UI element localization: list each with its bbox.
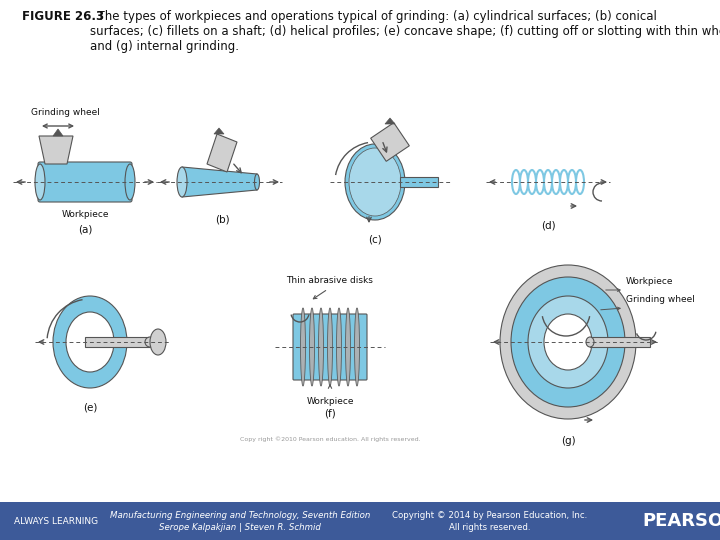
Bar (0, 502, 720, 540)
Ellipse shape (145, 337, 155, 347)
Ellipse shape (35, 164, 45, 200)
Bar (590, 337, 650, 347)
Polygon shape (53, 129, 63, 136)
Text: Serope Kalpakjian | Steven R. Schmid: Serope Kalpakjian | Steven R. Schmid (159, 523, 321, 531)
Ellipse shape (318, 308, 323, 386)
Ellipse shape (328, 308, 333, 386)
Text: Grinding wheel: Grinding wheel (626, 295, 695, 304)
Ellipse shape (177, 167, 187, 197)
Text: Copy right ©2010 Pearson education. All rights reserved.: Copy right ©2010 Pearson education. All … (240, 436, 420, 442)
Ellipse shape (310, 308, 315, 386)
Polygon shape (39, 136, 73, 164)
Text: (c): (c) (368, 234, 382, 244)
Text: The types of workpieces and operations typical of grinding: (a) cylindrical surf: The types of workpieces and operations t… (90, 10, 720, 53)
Ellipse shape (354, 308, 359, 386)
FancyBboxPatch shape (38, 162, 132, 202)
Text: Grinding wheel: Grinding wheel (30, 108, 99, 117)
Text: (d): (d) (541, 220, 555, 230)
Bar (85, 337, 150, 347)
Text: (e): (e) (83, 402, 97, 412)
Text: PEARSON: PEARSON (642, 512, 720, 530)
Bar (400, 177, 438, 187)
Polygon shape (371, 123, 410, 161)
Ellipse shape (349, 148, 401, 216)
Ellipse shape (511, 277, 625, 407)
Ellipse shape (254, 174, 259, 190)
Text: FIGURE 26.3: FIGURE 26.3 (22, 10, 104, 23)
Text: (b): (b) (215, 214, 229, 224)
Ellipse shape (53, 296, 127, 388)
Text: Workpiece: Workpiece (306, 397, 354, 406)
Ellipse shape (66, 312, 114, 372)
Ellipse shape (300, 308, 305, 386)
Ellipse shape (150, 329, 166, 355)
Polygon shape (207, 134, 237, 172)
Text: Copyright © 2014 by Pearson Education, Inc.: Copyright © 2014 by Pearson Education, I… (392, 511, 588, 521)
Polygon shape (385, 118, 395, 124)
Text: ALWAYS LEARNING: ALWAYS LEARNING (14, 516, 98, 525)
Text: (a): (a) (78, 224, 92, 234)
Ellipse shape (346, 308, 351, 386)
Polygon shape (182, 167, 257, 197)
Ellipse shape (528, 296, 608, 388)
Text: Workpiece: Workpiece (61, 210, 109, 219)
Text: Workpiece: Workpiece (626, 277, 673, 286)
Ellipse shape (544, 314, 592, 370)
Ellipse shape (125, 164, 135, 200)
Text: Manufacturing Engineering and Technology, Seventh Edition: Manufacturing Engineering and Technology… (110, 511, 370, 521)
Text: Thin abrasive disks: Thin abrasive disks (287, 276, 374, 285)
Ellipse shape (345, 144, 405, 220)
Ellipse shape (336, 308, 341, 386)
Text: (f): (f) (324, 409, 336, 419)
Ellipse shape (500, 265, 636, 419)
Text: (g): (g) (561, 436, 575, 446)
FancyBboxPatch shape (293, 314, 367, 380)
Text: All rights reserved.: All rights reserved. (449, 523, 531, 531)
Polygon shape (214, 128, 224, 134)
Ellipse shape (586, 337, 594, 347)
